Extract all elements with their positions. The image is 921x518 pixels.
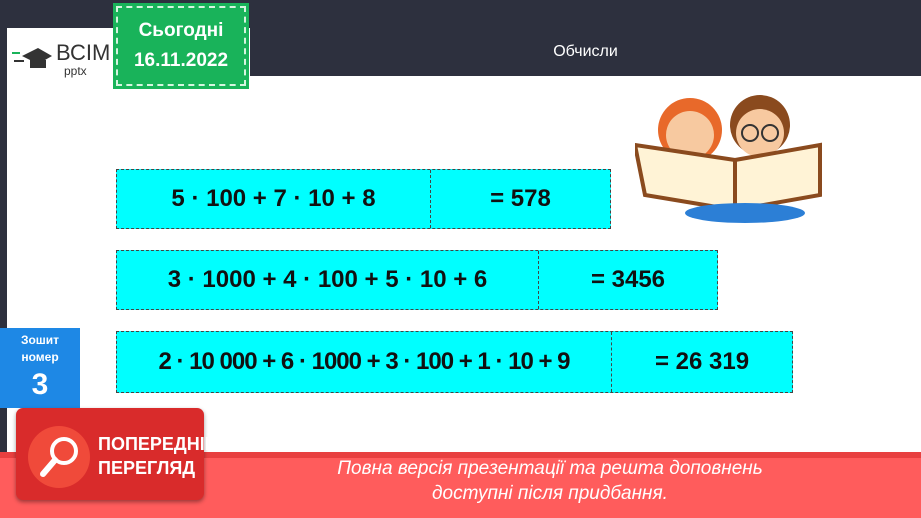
date-value: 16.11.2022 — [133, 50, 229, 71]
result: = 26 319 — [654, 348, 750, 375]
result: = 578 — [490, 185, 551, 212]
notebook-number: 3 — [31, 368, 49, 401]
expression: 3 · 1000 + 4 · 100 + 5 · 10 + 6 — [117, 251, 539, 309]
notebook-label: Зошит — [20, 333, 60, 347]
notebook-number-badge: Зошит номер 3 — [0, 328, 80, 408]
logo-subtext: pptx — [64, 64, 87, 78]
expression: 2 · 10 000 + 6 · 1000 + 3 · 100 + 1 · 10… — [117, 332, 612, 392]
logo-text: ВСІМ — [56, 40, 111, 65]
preview-line-2: ПЕРЕГЛЯД — [98, 458, 196, 478]
magnifier-icon — [28, 426, 90, 488]
logo: ВСІМ pptx — [12, 40, 122, 80]
preview-button[interactable]: ПОПЕРЕДНІЙ ПЕРЕГЛЯД — [16, 408, 218, 500]
banner-line-1: Повна версія презентації та решта доповн… — [337, 458, 763, 479]
children-reading-illustration — [635, 95, 822, 223]
date-label: Сьогодні — [138, 20, 224, 41]
banner-line-2: доступні після придбання. — [432, 483, 668, 504]
title-text: Обчисли — [553, 43, 618, 60]
preview-line-1: ПОПЕРЕДНІЙ — [98, 434, 218, 454]
result: = 3456 — [590, 266, 666, 293]
expression-row-1: 5 · 100 + 7 · 10 + 8 = 578 — [116, 169, 611, 229]
expression-row-2: 3 · 1000 + 4 · 100 + 5 · 10 + 6 = 3456 — [116, 250, 718, 310]
number-label: номер — [21, 350, 59, 364]
banner-text: Повна версія презентації та решта доповн… — [250, 456, 850, 506]
expression-row-3: 2 · 10 000 + 6 · 1000 + 3 · 100 + 1 · 10… — [116, 331, 793, 393]
date-badge: Сьогодні 16.11.2022 — [113, 3, 249, 89]
slide-title: Обчисли — [250, 28, 921, 76]
graduation-cap-icon — [12, 48, 52, 68]
expression: 5 · 100 + 7 · 10 + 8 — [117, 170, 431, 228]
